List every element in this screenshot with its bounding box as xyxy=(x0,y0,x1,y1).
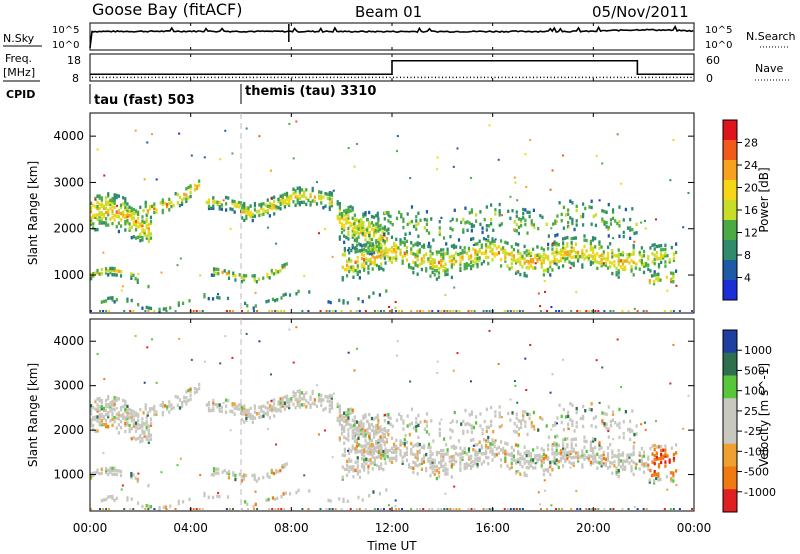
beam-title: Beam 01 xyxy=(355,3,422,21)
colorbar-swatch xyxy=(723,489,737,513)
time-tick-label: 00:00 xyxy=(677,521,712,535)
range-tick-label: 3000 xyxy=(53,379,84,393)
time-tick-label: 04:00 xyxy=(173,521,208,535)
colorbar-tick-label: 20 xyxy=(744,182,758,195)
x-axis-label: Time UT xyxy=(366,539,417,553)
colorbar-tick-label: 100 xyxy=(744,385,765,398)
colorbar-swatch xyxy=(723,375,737,399)
time-tick-label: 08:00 xyxy=(274,521,309,535)
colorbar-swatch xyxy=(723,220,737,241)
freq-label-line1: Freq. xyxy=(5,52,32,65)
noise-tick-right-bottom: 10^0 xyxy=(705,40,732,51)
colorbar-tick-label: -1000 xyxy=(744,486,776,499)
time-tick-label: 00:00 xyxy=(73,521,108,535)
power-scatter-data xyxy=(90,120,693,314)
colorbar-tick-label: 500 xyxy=(744,364,765,377)
colorbar-tick-label: 8 xyxy=(744,249,751,262)
freq-tick-right-bottom: 0 xyxy=(706,72,713,85)
colorbar-swatch xyxy=(723,352,737,376)
freq-tick-right-top: 60 xyxy=(706,54,720,67)
velocity-colorbar-label: Velocity [m s^-1] xyxy=(757,363,771,467)
colorbar-tick-label: 12 xyxy=(744,227,758,240)
freq-tick-left-top: 18 xyxy=(67,54,81,67)
colorbar-swatch xyxy=(723,466,737,490)
velocity-y-axis-label: Slant Range [km] xyxy=(26,363,40,467)
cpid-label: CPID xyxy=(6,88,35,101)
colorbar-swatch xyxy=(723,421,737,445)
velocity-y-ticks: 1000 2000 3000 4000 xyxy=(53,334,694,482)
nsky-label: N.Sky xyxy=(3,32,35,45)
colorbar-tick-label: 16 xyxy=(744,204,758,217)
range-tick-label: 1000 xyxy=(53,268,84,282)
range-tick-label: 4000 xyxy=(53,334,84,348)
time-tick-label: 12:00 xyxy=(375,521,410,535)
nave-label: Nave xyxy=(755,62,783,75)
range-tick-label: 3000 xyxy=(53,175,84,189)
cpid-mode-2: themis (tau) 3310 xyxy=(245,84,376,99)
frequency-series-line xyxy=(90,59,694,76)
power-y-ticks: 1000 2000 3000 4000 xyxy=(53,129,694,282)
power-colorbar: 28 24 20 16 12 8 4 xyxy=(722,119,758,301)
cpid-row: CPID tau (fast) 503 themis (tau) 3310 xyxy=(6,84,376,108)
velocity-scatter-data xyxy=(90,326,693,512)
freq-tick-left-bottom: 8 xyxy=(72,72,79,85)
colorbar-swatch xyxy=(723,200,737,221)
noise-tick-left-bottom: 10^0 xyxy=(52,40,79,51)
freq-label-line2: [MHz] xyxy=(3,66,35,79)
power-y-axis-label: Slant Range [km] xyxy=(26,161,40,265)
colorbar-swatch xyxy=(723,280,737,301)
colorbar-tick-label: 4 xyxy=(744,272,751,285)
colorbar-swatch xyxy=(723,398,737,422)
colorbar-swatch xyxy=(723,120,737,141)
colorbar-tick-label: 28 xyxy=(744,137,758,150)
frequency-panel: Freq. [MHz] 18 8 60 0 Nave xyxy=(3,52,790,85)
range-tick-label: 4000 xyxy=(53,129,84,143)
range-tick-label: 1000 xyxy=(53,468,84,482)
time-tick-label: 20:00 xyxy=(576,521,611,535)
station-title: Goose Bay (fitACF) xyxy=(92,0,242,19)
time-axis-ticks: 00:00 04:00 08:00 12:00 16:00 20:00 00:00 xyxy=(73,23,712,535)
nsearch-label: N.Search xyxy=(746,30,796,43)
time-tick-label: 16:00 xyxy=(475,521,510,535)
colorbar-swatch xyxy=(723,160,737,181)
power-panel: Slant Range [km] 1000 2000 3000 4000 xyxy=(26,112,695,314)
date-title: 05/Nov/2011 xyxy=(592,3,689,21)
colorbar-tick-label: -25 xyxy=(744,425,762,438)
power-colorbar-label: Power [dB] xyxy=(757,167,771,232)
colorbar-tick-label: -100 xyxy=(744,445,769,458)
noise-tick-right-top: 10^5 xyxy=(705,25,732,36)
velocity-panel: Slant Range [km] 1000 2000 3000 4000 xyxy=(26,318,695,512)
colorbar-swatch xyxy=(723,180,737,201)
colorbar-tick-label: 25 xyxy=(744,405,758,418)
colorbar-tick-label: -500 xyxy=(744,466,769,479)
colorbar-swatch xyxy=(723,240,737,261)
noise-panel: N.Sky 10^5 10^0 10^5 10^0 N.Search xyxy=(3,22,796,51)
colorbar-tick-label: 24 xyxy=(744,159,758,172)
colorbar-swatch xyxy=(723,260,737,281)
colorbar-swatch xyxy=(723,140,737,161)
velocity-colorbar: 1000 500 100 25 -25 -100 -500 -1000 xyxy=(722,329,776,513)
nsky-series-line xyxy=(89,24,694,49)
colorbar-swatch xyxy=(723,443,737,467)
range-tick-label: 2000 xyxy=(53,423,84,437)
noise-tick-left-top: 10^5 xyxy=(52,25,79,36)
cpid-mode-1: tau (fast) 503 xyxy=(94,93,195,108)
colorbar-tick-label: 1000 xyxy=(744,344,772,357)
range-tick-label: 2000 xyxy=(53,222,84,236)
colorbar-swatch xyxy=(723,330,737,354)
